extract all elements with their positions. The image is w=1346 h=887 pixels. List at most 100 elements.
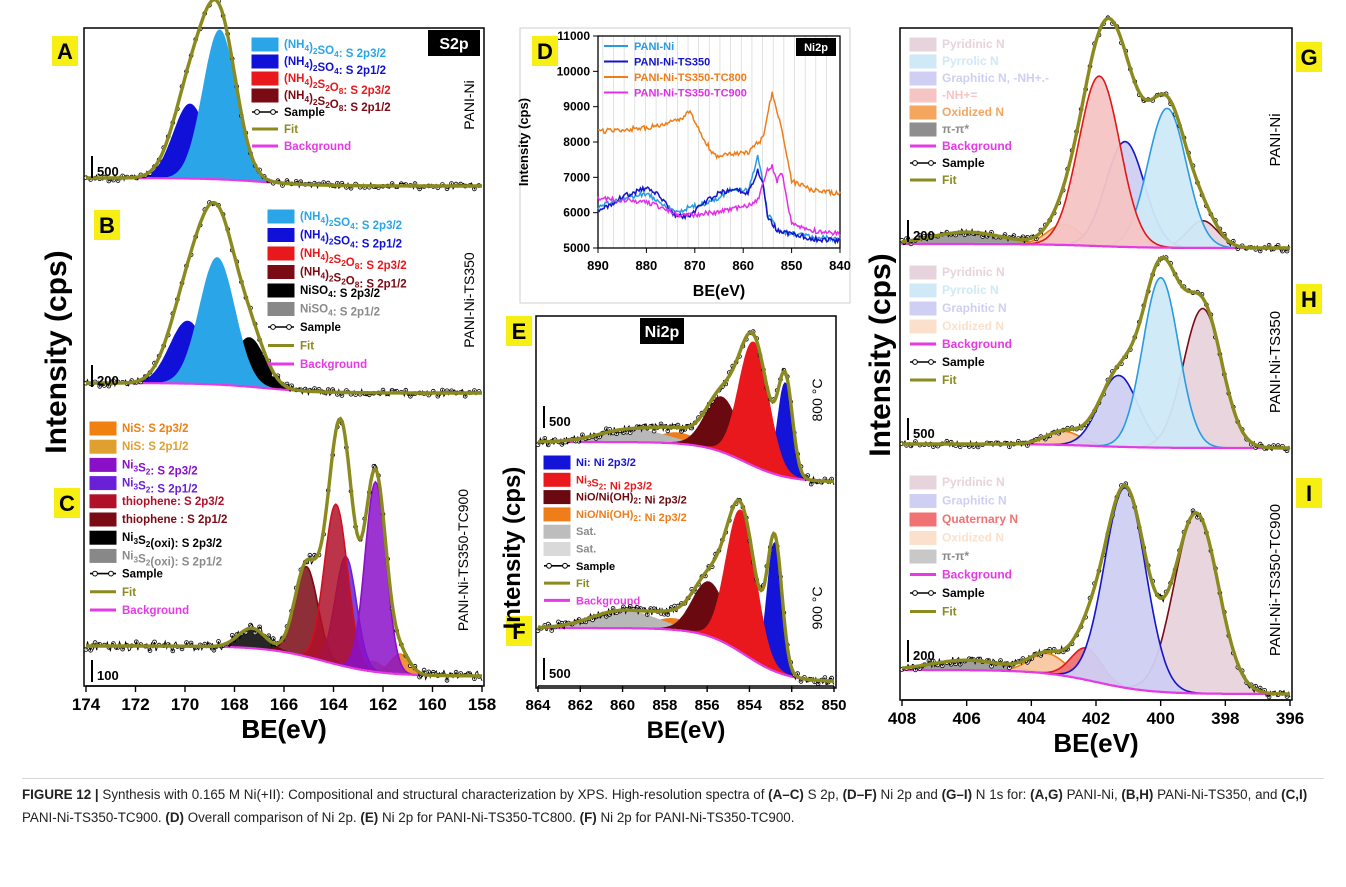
legend-swatch [89, 494, 117, 509]
legend-label: Fit [300, 341, 314, 353]
legend-label: Sample [284, 107, 325, 119]
legend-swatch [909, 512, 937, 527]
legend-label: Background [122, 605, 189, 617]
legend-marker [546, 562, 552, 569]
fit-line [902, 255, 1290, 450]
legend-marker [912, 359, 918, 365]
series-line-pani-ni [597, 154, 841, 243]
legend-label: Background [942, 337, 1012, 351]
legend-marker [286, 324, 292, 330]
legend-swatch [909, 105, 937, 120]
x-tick-label: 860 [732, 258, 754, 273]
legend-swatch [543, 524, 571, 539]
caption-ref: (C,I) [1281, 787, 1308, 802]
x-tick-label: 850 [821, 697, 846, 714]
legend-marker [108, 570, 114, 577]
caption-text: N 1s for: [972, 787, 1031, 802]
caption-ref: (G–I) [941, 787, 973, 802]
legend-label: Fit [942, 373, 957, 387]
legend-swatch [267, 228, 295, 242]
legend-swatch [89, 457, 117, 472]
legend-label: Oxidized N [942, 319, 1004, 333]
legend-label: Fit [942, 173, 957, 187]
core-level-tag: Ni2p [645, 324, 680, 341]
legend-label: thiophene : S 2p1/2 [122, 514, 227, 526]
legend-label: Oxidized N [942, 105, 1004, 119]
legend-label: Fit [284, 124, 298, 136]
panel-letter-bg [1296, 478, 1322, 508]
x-tick-label: 860 [610, 697, 635, 714]
scale-bar-label: 500 [913, 426, 935, 441]
legend-label: NiO/Ni(OH)2: Ni 2p3/2 [576, 492, 687, 507]
caption-ref: (A,G) [1030, 787, 1063, 802]
legend-label: Pyrrolic N [942, 283, 999, 297]
scale-bar-label: 500 [549, 666, 571, 681]
legend-swatch [251, 71, 279, 86]
caption-rule [22, 778, 1324, 779]
panel-letter-bg [1296, 284, 1322, 314]
legend-label: thiophene: S 2p3/2 [122, 496, 224, 508]
panel-letter: D [537, 39, 553, 64]
legend-label: Quaternary N [942, 512, 1018, 526]
legend-label: Background [942, 568, 1012, 582]
legend-label: NiS: S 2p1/2 [122, 441, 188, 453]
y-tick-label: 6000 [563, 206, 590, 220]
x-tick-label: 406 [952, 709, 980, 728]
legend-label: Sample [122, 569, 163, 581]
x-tick-label: 162 [369, 695, 397, 714]
legend-label: Background [942, 139, 1012, 153]
x-tick-label: 408 [888, 709, 916, 728]
legend-label: (NH4)2SO4: S 2p1/2 [300, 230, 402, 251]
caption-ref: (D) [165, 810, 184, 825]
y-tick-label: 5000 [563, 241, 590, 255]
x-tick-label: 398 [1211, 709, 1239, 728]
panel-d-box [519, 27, 851, 304]
x-axis-label: BE(eV) [647, 717, 726, 744]
y-tick-label: 11000 [557, 29, 590, 43]
legend-swatch [251, 54, 279, 69]
panel-letter: I [1306, 481, 1312, 506]
legend-swatch [909, 301, 937, 316]
legend-swatch [251, 88, 279, 103]
panel-frame-ef [535, 315, 837, 689]
caption-ref: (E) [360, 810, 379, 825]
legend-marker [562, 562, 568, 569]
x-axis-label: BE(eV) [1053, 728, 1138, 758]
x-tick-label: 880 [636, 258, 658, 273]
legend-swatch [251, 37, 279, 52]
legend-label: Sample [300, 322, 341, 334]
legend-label: NiS: S 2p3/2 [122, 423, 188, 435]
panel-C: 100 [83, 416, 483, 683]
panel-A: 500 [83, 0, 483, 192]
x-tick-label: 168 [220, 695, 248, 714]
sample-label: PANI-Ni-TS350 [1267, 311, 1284, 413]
panel-I: 200 [899, 481, 1291, 700]
panel-F: 500 [535, 497, 835, 687]
x-tick-label: 870 [684, 258, 706, 273]
sample-label: PANI-Ni [1267, 113, 1284, 166]
legend-label: PANI-Ni-TS350 [634, 57, 710, 69]
legend-label: Pyridinic N [942, 37, 1005, 51]
caption-text: Ni 2p and [876, 787, 942, 802]
caption-ref: (A–C) [768, 787, 804, 802]
fit-line [901, 483, 1290, 696]
legend-swatch [909, 549, 937, 564]
x-tick-label: 174 [72, 695, 101, 714]
legend-label: Fit [942, 605, 957, 619]
x-axis-label: BE(eV) [241, 714, 326, 744]
legend-label: Graphitic N [942, 494, 1007, 508]
legend-swatch [909, 54, 937, 69]
background-line [538, 440, 834, 483]
legend-swatch [909, 475, 937, 490]
legend-swatch [909, 283, 937, 298]
legend-swatch [909, 122, 937, 137]
peak--nh4-2so4-s-2p3-2 [86, 257, 482, 393]
panel-E: 500 [535, 329, 835, 487]
peak-thiophene-s-2p1-2 [86, 565, 482, 677]
figure-caption: FIGURE 12 | Synthesis with 0.165 M Ni(+I… [22, 783, 1322, 829]
legend-marker [254, 109, 260, 115]
legend-swatch [267, 283, 295, 298]
legend-label: (NH4)2S2O8: S 2p1/2 [300, 267, 407, 291]
legend-label: π-π* [942, 549, 969, 563]
x-tick-label: 862 [568, 697, 593, 714]
